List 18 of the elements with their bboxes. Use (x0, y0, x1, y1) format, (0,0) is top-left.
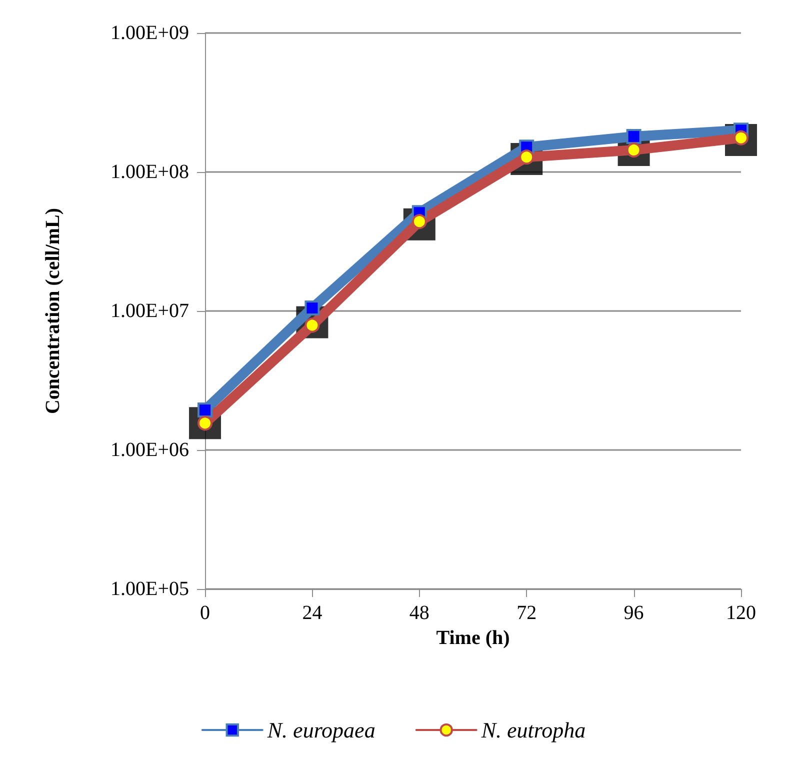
y-axis-title: Concentration (cell/mL) (42, 208, 64, 414)
y-tick-label: 1.00E+08 (110, 161, 189, 183)
x-tick-label: 48 (409, 602, 430, 624)
x-tick-label: 120 (726, 602, 756, 624)
point (198, 402, 212, 418)
y-tick-label: 1.00E+09 (110, 22, 189, 44)
x-tick-label: 72 (516, 602, 537, 624)
x-axis-title: Time (h) (436, 626, 510, 649)
x-tick-label: 96 (624, 602, 644, 624)
point (304, 300, 320, 316)
legend-label: N. europaea (266, 718, 376, 742)
y-tick-label: 1.00E+06 (110, 439, 189, 461)
x-tick-label: 24 (302, 602, 322, 624)
legend-label: N. eutropha (480, 718, 586, 742)
x-tick-label: 0 (200, 602, 210, 624)
point (626, 129, 642, 144)
y-tick-label: 1.00E+07 (110, 300, 189, 322)
y-tick-label: 1.00E+05 (110, 578, 189, 600)
